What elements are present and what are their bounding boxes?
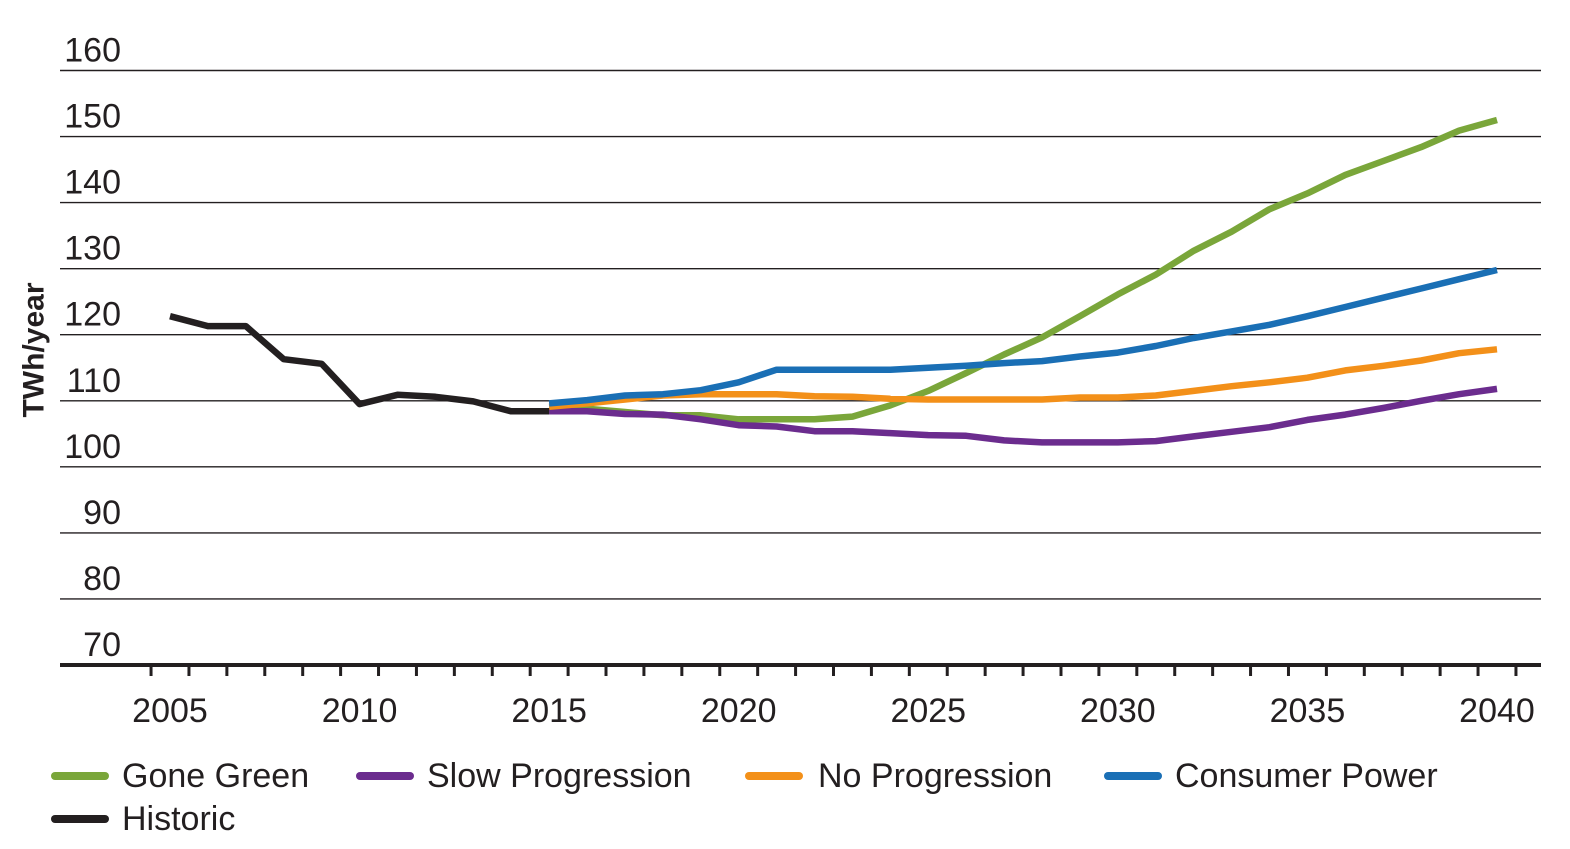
series-line-slow-progression [549,385,1498,446]
y-tick-label-110: 110 [67,362,121,400]
y-tick-label-100: 100 [64,428,121,466]
legend-item-consumer-power: Consumer Power [1104,757,1438,795]
series-line-gone-green [548,116,1498,423]
y-tick-label-160: 160 [64,32,121,70]
y-axis-tick-labels: 70 80 90 100 110 120 130 140 150 160 [64,32,121,665]
legend-label-gone-green: Gone Green [122,757,309,795]
legend-label-consumer-power: Consumer Power [1175,757,1438,795]
legend-label-historic: Historic [122,800,235,838]
legend-item-gone-green: Gone Green [51,757,309,795]
legend-label-slow-progression: Slow Progression [427,757,692,795]
y-tick-label-70: 70 [83,626,121,664]
y-tick-label-120: 120 [64,296,121,334]
x-tick-label-2010: 2010 [322,692,398,730]
x-tick-label-2025: 2025 [890,692,966,730]
x-tick-label-2040: 2040 [1459,692,1535,730]
x-tick-label-2015: 2015 [511,692,587,730]
legend-item-slow-progression: Slow Progression [356,757,692,795]
x-tick-label-2005: 2005 [132,692,208,730]
legend-label-no-progression: No Progression [818,757,1052,795]
gridlines [60,69,1541,600]
x-tick-label-2020: 2020 [701,692,777,730]
y-tick-label-80: 80 [83,560,121,598]
series-line-consumer-power [548,266,1498,407]
legend: Gone Green Slow Progression No Progression… [51,757,1438,838]
legend-item-no-progression: No Progression [745,757,1052,795]
series-line-no-progression [548,346,1498,410]
y-tick-label-150: 150 [64,98,121,136]
y-axis-title: TWh/year [18,282,51,417]
x-tick-label-2035: 2035 [1270,692,1346,730]
y-tick-label-90: 90 [83,494,121,532]
x-axis: 2005 2010 2015 2020 2025 2030 2035 2040 [60,663,1541,730]
series-line-historic [169,313,550,415]
y-tick-label-130: 130 [64,230,121,268]
legend-item-historic: Historic [51,800,235,838]
x-tick-label-2030: 2030 [1080,692,1156,730]
y-tick-label-140: 140 [64,164,121,202]
series-lines [169,116,1498,446]
